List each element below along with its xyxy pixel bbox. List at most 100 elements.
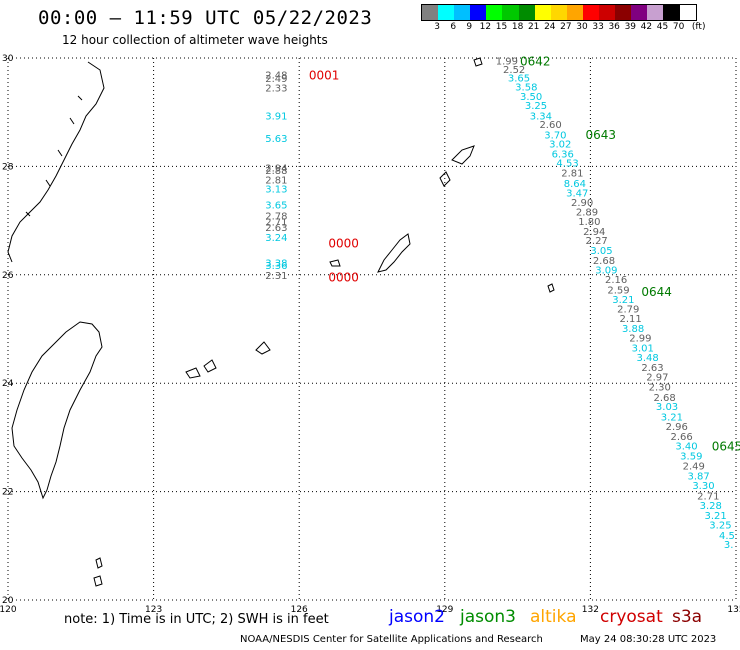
satellite-label-jason2: jason2 xyxy=(389,607,445,627)
wave-height-value: 2.81 xyxy=(265,175,287,186)
wave-height-value: 2.63 xyxy=(265,223,287,234)
legend-swatch xyxy=(486,5,503,20)
axis-labels: 120 123 126 129 132 135 30 28 26 24 22 20 xyxy=(0,54,740,615)
map-grid xyxy=(7,57,737,601)
credit-line: NOAA/NESDIS Center for Satellite Applica… xyxy=(240,634,543,645)
legend-swatch xyxy=(663,5,680,20)
latitude-tick-label: 22 xyxy=(2,488,13,498)
satellite-label-cryosat: cryosat xyxy=(600,607,663,627)
legend-label: 6 xyxy=(450,22,457,32)
pass-time-label: 0643 xyxy=(586,128,617,142)
wave-height-value: 8.64 xyxy=(564,179,586,190)
wave-height-value: 3.65 xyxy=(265,200,287,211)
wave-height-value: 3.02 xyxy=(549,140,571,151)
pass-time-label: 0001 xyxy=(309,68,340,82)
longitude-tick-label: 120 xyxy=(0,605,17,615)
legend-swatch xyxy=(582,5,600,20)
wave-height-value: 3.28 xyxy=(700,501,722,512)
lanyu-island xyxy=(93,557,103,587)
longitude-tick-label: 129 xyxy=(436,605,453,615)
wave-height-value: 2.78 xyxy=(265,212,287,223)
legend-label: 9 xyxy=(466,22,473,32)
legend-swatches xyxy=(421,4,697,21)
longitude-tick-label: 135 xyxy=(727,605,740,615)
amami-island xyxy=(451,145,475,165)
legend-label: 21 xyxy=(527,22,540,32)
satellite-label-s3a: s3a xyxy=(672,607,703,627)
wave-height-value: 2.48 xyxy=(265,70,287,81)
wave-height-value: 2.68 xyxy=(593,256,615,267)
legend-label: 3 xyxy=(434,22,440,32)
miyako-islands xyxy=(255,341,271,355)
wave-height-value: 2.88 xyxy=(265,166,287,177)
legend-swatch xyxy=(422,5,439,20)
legend-label: 27 xyxy=(560,22,572,32)
wave-height-value: 2.97 xyxy=(646,373,668,384)
longitude-tick-label: 126 xyxy=(291,605,308,615)
wave-height-value: 3.91 xyxy=(265,111,287,122)
wave-height-value: 2.94 xyxy=(583,227,605,238)
legend-label: 36 xyxy=(608,22,620,32)
legend-swatch xyxy=(518,5,535,20)
pass-time-labels: 0001 0000 0000 0642 0643 0644 0645 xyxy=(309,55,740,454)
kume-island xyxy=(329,259,341,267)
legend-swatch xyxy=(631,5,648,20)
wave-height-value: 2.68 xyxy=(653,393,675,404)
legend-label: 70 xyxy=(672,22,685,32)
wave-height-value: 2.60 xyxy=(539,120,561,131)
wave-height-value: 2.90 xyxy=(571,198,593,209)
wave-height-value: 2.71 xyxy=(697,491,719,502)
legend-swatch xyxy=(599,5,616,20)
satellite-label-altika: altika xyxy=(530,607,577,627)
wave-height-value: 2.49 xyxy=(265,74,287,85)
pass-time-label: 0645 xyxy=(712,440,740,454)
legend-label: 45 xyxy=(656,22,669,32)
wave-height-value: 3.13 xyxy=(265,185,287,196)
wave-height-value: 2.31 xyxy=(265,271,287,282)
wave-height-value: 3.03 xyxy=(656,402,678,413)
wave-height-value: 3.21 xyxy=(661,412,683,423)
wave-height-value: 2.52 xyxy=(503,65,525,76)
wave-height-value: 3.34 xyxy=(530,111,552,122)
legend-swatch xyxy=(470,5,487,20)
chart-subtitle: 12 hour collection of altimeter wave hei… xyxy=(62,33,328,47)
legend-label: 12 xyxy=(479,22,492,32)
legend-unit: (ft) xyxy=(691,22,706,32)
legend-swatch xyxy=(679,5,696,20)
legend-label: 33 xyxy=(592,22,604,32)
wave-height-value: 3.50 xyxy=(520,92,542,103)
wave-height-value: 3.21 xyxy=(704,511,726,522)
latitude-tick-label: 28 xyxy=(2,162,14,172)
wave-height-value: 3.36 xyxy=(265,261,287,272)
wave-height-value: 2.59 xyxy=(607,285,629,296)
wave-height-value: 2.89 xyxy=(576,207,598,218)
legend-labels: 3 6 9 12 15 18 21 24 27 30 33 36 39 42 45 70 (ft) xyxy=(421,22,729,34)
wave-height-value: 4.5 xyxy=(719,531,735,542)
pass-time-label: 0644 xyxy=(641,285,672,299)
latitude-tick-label: 20 xyxy=(2,596,14,606)
pass-time-label: 0000 xyxy=(328,236,359,250)
wave-height-value: 4.53 xyxy=(556,159,578,170)
legend-label: 39 xyxy=(624,22,637,32)
wave-height-value: 5.63 xyxy=(265,134,287,145)
pass-time-label: 0000 xyxy=(328,270,359,284)
wave-height-value: 3.58 xyxy=(515,83,537,94)
wave-height-value: 2.33 xyxy=(265,83,287,94)
wave-height-value: 2.49 xyxy=(683,462,705,473)
altimeter-track-values: 2.482.492.333.915.632.942.882.813.133.65… xyxy=(265,57,735,551)
wave-height-value: 3.65 xyxy=(508,74,530,85)
wave-height-value: 3.30 xyxy=(692,481,714,492)
okinawa-main-island xyxy=(377,233,411,273)
wave-height-value: 2.94 xyxy=(265,163,287,174)
legend-label: 18 xyxy=(511,22,524,32)
yakushima-island xyxy=(439,171,451,187)
color-legend: 3 6 9 12 15 18 21 24 27 30 33 36 39 42 45 70 (ft) xyxy=(421,4,729,34)
wave-height-value: 3.24 xyxy=(265,233,287,244)
wave-height-value: 3.47 xyxy=(566,188,588,199)
wave-height-value: 2.96 xyxy=(666,422,688,433)
wave-height-value: 1.80 xyxy=(578,217,600,228)
wave-height-value: 2.99 xyxy=(629,334,651,345)
wave-height-value: 3. xyxy=(724,540,734,551)
legend-swatch xyxy=(550,5,567,20)
